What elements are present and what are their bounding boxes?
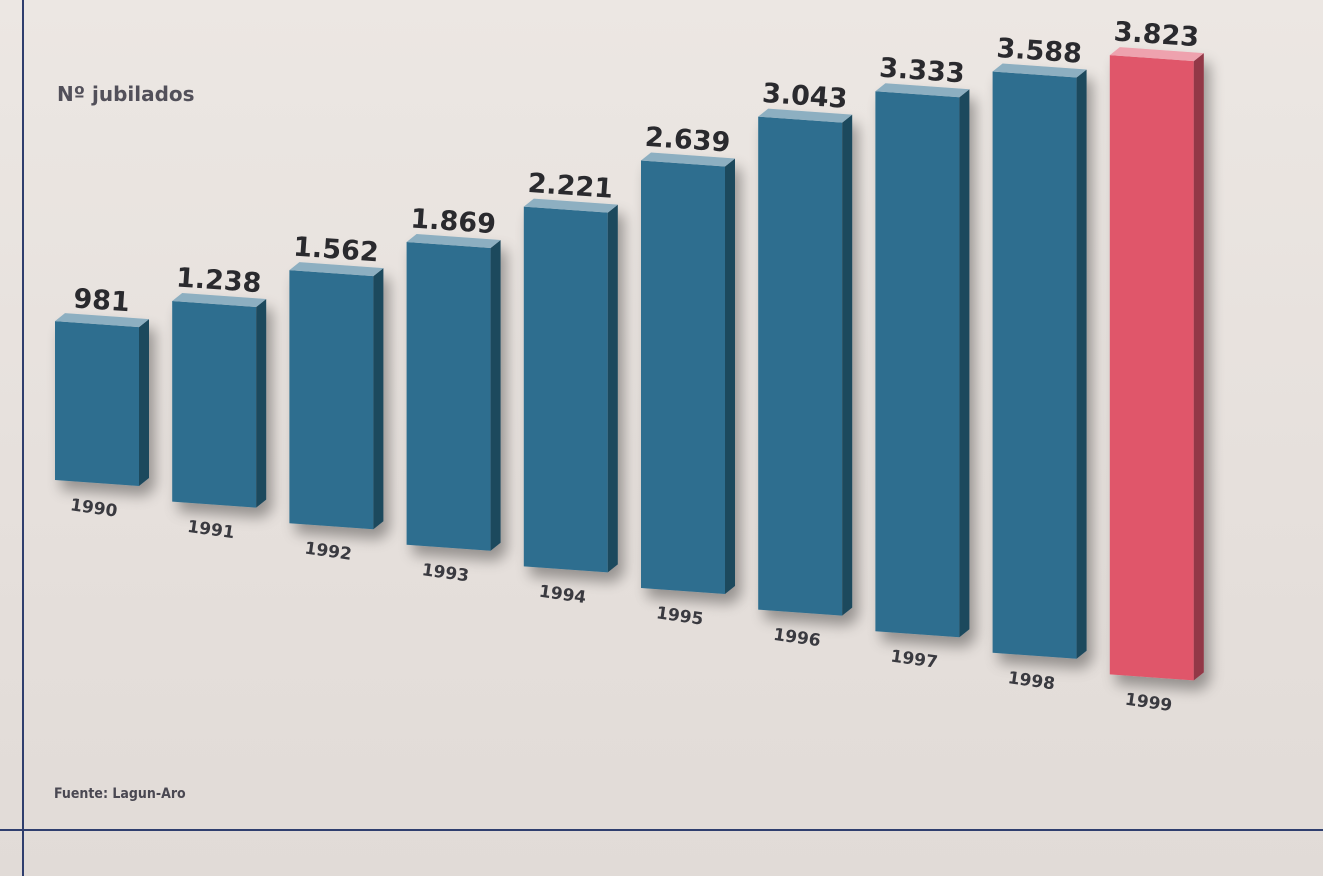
bar-side-face [1076,69,1087,659]
bar-side-face [607,204,618,573]
value-label: 3.823 [1113,16,1200,53]
bar-front-face [406,242,491,551]
bar-side-face [725,158,735,594]
category-label: 1997 [889,646,939,672]
bar-top-face [875,83,970,98]
bar-top-face [289,262,384,277]
y-axis-label: Nº jubilados [57,82,195,106]
category-label: 1999 [1124,690,1174,716]
bar-front-face [55,321,139,486]
bar-top-face [758,108,853,123]
value-label: 1.238 [175,262,262,299]
bar-side-face [842,114,853,616]
source-note: Fuente: Lagun-Aro [54,786,186,802]
bar-front-face [875,91,960,638]
value-label: 2.639 [644,122,731,159]
bar-side-face [373,268,384,530]
value-label: 2.221 [527,168,614,205]
bar-front-face [172,301,257,508]
value-label: 3.333 [878,53,965,90]
bar-front-face [523,206,608,573]
frame-line-left [22,0,24,876]
bar [172,293,267,508]
bar-top-face [992,63,1087,78]
bar [55,313,149,486]
bar [758,108,853,616]
bar [1109,47,1204,681]
bar-side-face [256,299,267,508]
bar [875,83,970,638]
value-label: 1.562 [292,232,379,269]
bar-front-face [641,160,725,594]
bar-top-face [641,152,735,167]
value-label: 3.588 [996,33,1083,70]
category-label: 1998 [1007,668,1057,694]
bar-front-face [992,71,1077,659]
value-label: 1.869 [410,203,497,240]
bar-side-face [1193,53,1204,681]
bar-top-face [1109,47,1204,62]
frame-line-bottom [0,829,1323,831]
bar-side-face [490,240,501,551]
category-label: 1993 [421,560,471,586]
category-label: 1990 [69,495,119,521]
bars-group [55,47,1204,681]
category-label: 1991 [186,517,236,543]
bar-top-face [523,198,618,213]
bar-top-face [55,313,149,328]
bar [992,63,1087,659]
bar [523,198,618,573]
bar [641,152,735,594]
category-label: 1994 [538,582,588,608]
category-label: 1995 [655,603,705,629]
bar-front-face [758,116,843,616]
bar [289,262,384,530]
value-label: 981 [72,283,130,318]
bar-top-face [406,234,501,249]
bar-top-face [172,293,267,308]
category-label: 1992 [303,538,353,564]
category-label: 1996 [772,625,822,651]
bar-front-face [1109,55,1194,681]
bar-front-face [289,270,374,530]
bar [406,234,501,551]
bar-side-face [139,319,149,486]
value-label: 3.043 [761,78,848,115]
bar-side-face [959,89,970,638]
